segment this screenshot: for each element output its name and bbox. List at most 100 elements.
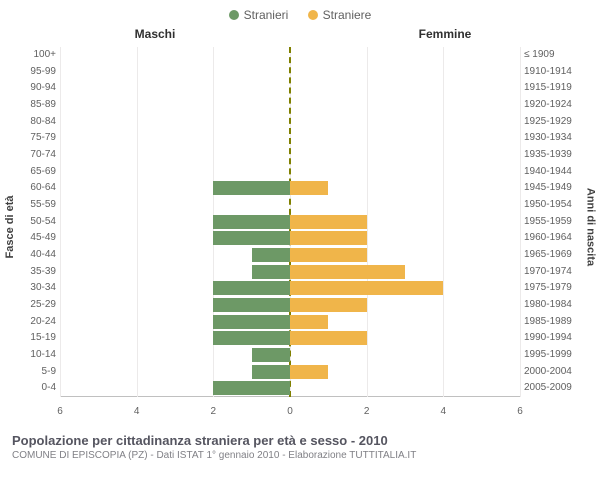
legend: Stranieri Straniere	[0, 0, 600, 27]
x-tick: 2	[211, 406, 217, 417]
birth-year-label: 2005-2009	[524, 380, 582, 396]
x-tick: 0	[287, 406, 293, 417]
bar-female	[290, 331, 367, 345]
bar-female	[290, 248, 367, 262]
birth-year-label: 1915-1919	[524, 80, 582, 96]
birth-year-label: ≤ 1909	[524, 47, 582, 63]
chart-area: Maschi Femmine Fasce di età Anni di nasc…	[10, 27, 590, 427]
header-male: Maschi	[135, 27, 176, 41]
age-row: 35-391970-1974	[60, 264, 520, 281]
age-row: 20-241985-1989	[60, 314, 520, 331]
bar-male	[213, 281, 290, 295]
bar-male	[252, 365, 290, 379]
bar-female	[290, 365, 328, 379]
age-row: 0-42005-2009	[60, 380, 520, 397]
age-label: 75-79	[18, 130, 56, 146]
birth-year-label: 1935-1939	[524, 147, 582, 163]
age-row: 95-991910-1914	[60, 64, 520, 81]
y-axis-title-right: Anni di nascita	[584, 188, 596, 266]
birth-year-label: 1950-1954	[524, 197, 582, 213]
age-row: 85-891920-1924	[60, 97, 520, 114]
y-axis-title-left: Fasce di età	[4, 196, 16, 259]
birth-year-label: 1990-1994	[524, 330, 582, 346]
age-row: 15-191990-1994	[60, 330, 520, 347]
age-label: 95-99	[18, 64, 56, 80]
plot-region: 0224466100+≤ 190995-991910-191490-941915…	[60, 47, 520, 397]
age-row: 55-591950-1954	[60, 197, 520, 214]
age-row: 70-741935-1939	[60, 147, 520, 164]
age-row: 90-941915-1919	[60, 80, 520, 97]
legend-item-male: Stranieri	[229, 8, 289, 22]
bar-female	[290, 215, 367, 229]
age-row: 60-641945-1949	[60, 180, 520, 197]
age-label: 0-4	[18, 380, 56, 396]
age-row: 30-341975-1979	[60, 280, 520, 297]
age-row: 5-92000-2004	[60, 364, 520, 381]
age-label: 55-59	[18, 197, 56, 213]
age-label: 25-29	[18, 297, 56, 313]
age-row: 65-691940-1944	[60, 164, 520, 181]
age-label: 20-24	[18, 314, 56, 330]
age-row: 75-791930-1934	[60, 130, 520, 147]
birth-year-label: 1945-1949	[524, 180, 582, 196]
age-label: 10-14	[18, 347, 56, 363]
birth-year-label: 1980-1984	[524, 297, 582, 313]
age-label: 100+	[18, 47, 56, 63]
birth-year-label: 1920-1924	[524, 97, 582, 113]
bar-male	[252, 248, 290, 262]
age-label: 65-69	[18, 164, 56, 180]
age-label: 45-49	[18, 230, 56, 246]
legend-label-male: Stranieri	[244, 8, 289, 22]
bar-female	[290, 181, 328, 195]
birth-year-label: 1940-1944	[524, 164, 582, 180]
birth-year-label: 1960-1964	[524, 230, 582, 246]
bar-male	[213, 315, 290, 329]
legend-dot-female	[308, 10, 318, 20]
birth-year-label: 1955-1959	[524, 214, 582, 230]
bar-female	[290, 298, 367, 312]
age-row: 45-491960-1964	[60, 230, 520, 247]
bar-male	[252, 348, 290, 362]
x-tick: 2	[364, 406, 370, 417]
birth-year-label: 1910-1914	[524, 64, 582, 80]
bar-male	[213, 215, 290, 229]
chart-title: Popolazione per cittadinanza straniera p…	[12, 433, 588, 448]
bar-female	[290, 265, 405, 279]
x-tick: 6	[57, 406, 63, 417]
age-label: 40-44	[18, 247, 56, 263]
age-row: 25-291980-1984	[60, 297, 520, 314]
age-label: 85-89	[18, 97, 56, 113]
x-tick: 4	[134, 406, 140, 417]
age-label: 60-64	[18, 180, 56, 196]
age-label: 70-74	[18, 147, 56, 163]
age-row: 80-841925-1929	[60, 114, 520, 131]
birth-year-label: 1965-1969	[524, 247, 582, 263]
bar-female	[290, 231, 367, 245]
birth-year-label: 2000-2004	[524, 364, 582, 380]
bar-male	[213, 298, 290, 312]
legend-label-female: Straniere	[323, 8, 372, 22]
bar-male	[213, 331, 290, 345]
age-label: 35-39	[18, 264, 56, 280]
age-label: 50-54	[18, 214, 56, 230]
x-tick: 4	[441, 406, 447, 417]
birth-year-label: 1975-1979	[524, 280, 582, 296]
birth-year-label: 1930-1934	[524, 130, 582, 146]
chart-subtitle: COMUNE DI EPISCOPIA (PZ) - Dati ISTAT 1°…	[12, 450, 588, 461]
x-tick: 6	[517, 406, 523, 417]
birth-year-label: 1925-1929	[524, 114, 582, 130]
bar-female	[290, 281, 443, 295]
x-gridline	[520, 47, 521, 397]
age-row: 40-441965-1969	[60, 247, 520, 264]
bar-female	[290, 315, 328, 329]
birth-year-label: 1970-1974	[524, 264, 582, 280]
age-label: 30-34	[18, 280, 56, 296]
birth-year-label: 1985-1989	[524, 314, 582, 330]
age-label: 5-9	[18, 364, 56, 380]
bar-male	[252, 265, 290, 279]
age-row: 50-541955-1959	[60, 214, 520, 231]
legend-dot-male	[229, 10, 239, 20]
bar-male	[213, 231, 290, 245]
age-label: 80-84	[18, 114, 56, 130]
legend-item-female: Straniere	[308, 8, 372, 22]
